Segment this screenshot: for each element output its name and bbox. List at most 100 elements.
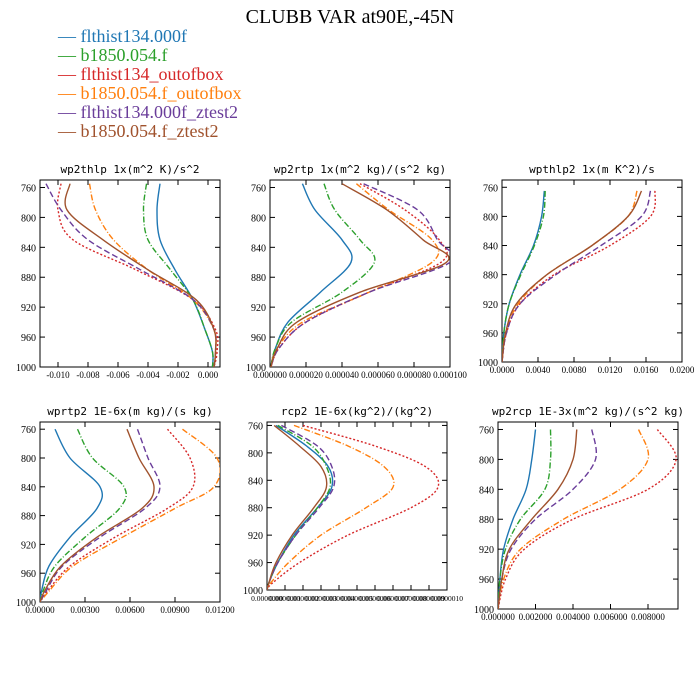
panel-title: wp2rcp 1E-3x(m^2 kg)/(s^2 kg): [492, 405, 684, 418]
legend: — flthist134.000f — b1850.054.f — flthis…: [58, 27, 242, 141]
y-tick-label: 880: [251, 273, 266, 284]
x-tick-label: 0.0000007: [377, 594, 409, 603]
plot-frame: [39, 179, 221, 368]
x-tick-label: 0.00300: [70, 605, 100, 615]
y-tick-label: 800: [21, 213, 36, 224]
y-tick-label: 800: [21, 454, 36, 465]
series-line: [56, 183, 219, 367]
x-tick-label: -0.008: [76, 370, 100, 380]
y-tick-label: 960: [479, 575, 494, 586]
plot-frame: [266, 421, 448, 591]
legend-item: — flthist134_outofbox: [58, 65, 242, 84]
x-tick-label: 0.000020: [289, 370, 323, 380]
y-tick-label: 1000: [16, 598, 36, 609]
x-tick-label: 0.0000005: [341, 594, 373, 603]
series-line: [267, 424, 440, 590]
x-tick-label: 0.002000: [519, 612, 553, 622]
y-tick-label: 1000: [246, 363, 266, 374]
series-line: [64, 183, 217, 367]
chart-panel: wp2rtp 1x(m^2 kg)/(s^2 kg) 760 800 840 880 92…: [246, 163, 467, 380]
y-tick-label: 800: [483, 212, 498, 223]
chart-panel: rcp2 1E-6x(kg^2)/(kg^2) 760 800 840 880 920 96…: [243, 405, 463, 603]
y-tick-label: 920: [248, 531, 263, 542]
x-tick-label: -0.006: [106, 370, 130, 380]
series-line: [270, 183, 376, 367]
y-tick-label: 920: [479, 545, 494, 556]
legend-label: flthist134.000f: [80, 26, 188, 46]
legend-item: — b1850.054.f: [58, 46, 242, 65]
y-tick-label: 1000: [243, 586, 263, 597]
x-tick-label: 0.0000004: [323, 594, 355, 603]
series-line: [498, 429, 677, 609]
y-tick-label: 1000: [16, 363, 36, 374]
x-tick-label: 0.004000: [556, 612, 590, 622]
x-tick-label: -0.002: [166, 370, 189, 380]
plot-frame: [39, 421, 221, 603]
y-tick-label: 840: [248, 476, 263, 487]
series-line: [267, 424, 328, 590]
y-tick-label: 840: [21, 483, 36, 494]
x-tick-label: 0.0040: [526, 365, 551, 375]
x-tick-label: 0.0160: [634, 365, 659, 375]
series-line: [502, 190, 638, 362]
legend-label: b1850.054.f: [80, 45, 168, 65]
series-line: [498, 429, 598, 609]
panel-title: wp2rtp 1x(m^2 kg)/(s^2 kg): [274, 163, 446, 176]
x-tick-label: 0.0120: [598, 365, 623, 375]
y-tick-label: 760: [248, 421, 263, 432]
series-line: [142, 183, 214, 367]
series-line: [498, 429, 552, 609]
series-line: [156, 183, 214, 367]
y-tick-label: 920: [483, 300, 498, 311]
y-tick-label: 760: [483, 183, 498, 194]
y-tick-label: 960: [21, 569, 36, 580]
series-line: [502, 190, 545, 362]
legend-label: b1850.054.f_ztest2: [80, 121, 219, 141]
y-tick-label: 800: [251, 213, 266, 224]
plot-frame: [497, 421, 679, 610]
series-line: [498, 429, 650, 609]
x-tick-label: 0.000: [198, 370, 219, 380]
x-tick-label: 0.00000: [25, 605, 55, 615]
series-line: [270, 183, 448, 367]
x-tick-label: 0.006000: [594, 612, 628, 622]
x-tick-label: 0.000100: [433, 370, 467, 380]
series-line: [498, 429, 578, 609]
series-line: [502, 190, 546, 362]
legend-swatch: —: [58, 26, 81, 46]
series-line: [502, 190, 656, 362]
y-tick-label: 880: [248, 504, 263, 515]
legend-item: — b1850.054.f_ztest2: [58, 122, 242, 141]
series-line: [40, 428, 220, 602]
y-tick-label: 960: [483, 329, 498, 340]
chart-panel: wprtp2 1E-6x(m kg)/(s kg) 760 800 840 880 920…: [16, 405, 235, 615]
x-tick-label: 0.0080: [562, 365, 587, 375]
panel-title: wprtp2 1E-6x(m kg)/(s kg): [47, 405, 213, 418]
y-tick-label: 920: [251, 303, 266, 314]
x-tick-label: 0.000000: [253, 370, 287, 380]
x-tick-label: 0.01200: [205, 605, 235, 615]
series-line: [270, 183, 450, 367]
y-tick-label: 760: [251, 183, 266, 194]
chart-panel: wp2rcp 1E-3x(m^2 kg)/(s^2 kg) 760 800 840 88…: [474, 405, 684, 622]
y-tick-label: 800: [479, 455, 494, 466]
y-tick-label: 800: [248, 449, 263, 460]
legend-swatch: —: [58, 121, 81, 141]
y-tick-label: 760: [21, 183, 36, 194]
x-tick-label: 0.0000009: [413, 594, 445, 603]
x-tick-label: 0.008000: [631, 612, 665, 622]
series-line: [40, 428, 127, 602]
plot-frame: [501, 179, 683, 363]
y-tick-label: 760: [479, 425, 494, 436]
y-tick-label: 840: [251, 243, 266, 254]
x-tick-label: 0.00600: [115, 605, 145, 615]
legend-item: — flthist134.000f: [58, 27, 242, 46]
series-line: [502, 190, 652, 362]
series-line: [270, 183, 353, 367]
x-tick-label: -0.004: [136, 370, 160, 380]
y-tick-label: 920: [21, 540, 36, 551]
y-tick-label: 960: [251, 333, 266, 344]
y-tick-label: 880: [21, 273, 36, 284]
panel-title: wp2thlp 1x(m^2 K)/s^2: [60, 163, 199, 176]
